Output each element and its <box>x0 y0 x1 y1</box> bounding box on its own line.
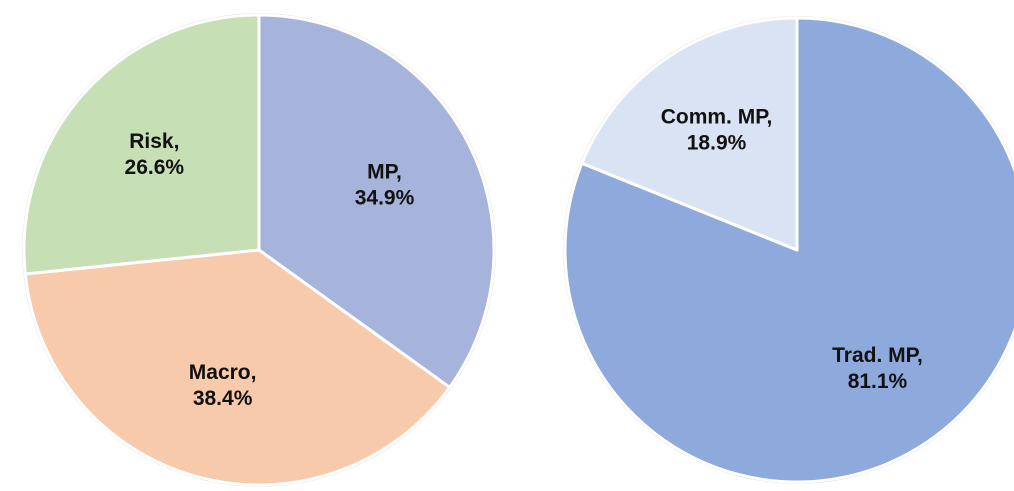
slice-category-label: Risk, <box>129 130 179 153</box>
pie-slice <box>563 16 1014 484</box>
pie-slice <box>257 13 496 389</box>
slice-value-label: 26.6% <box>125 156 185 179</box>
slice-category-label: MP, <box>367 160 402 183</box>
pie-slice <box>23 248 452 487</box>
slice-value-label: 18.9% <box>687 131 747 154</box>
slice-category-label: Trad. MP, <box>832 344 923 367</box>
slice-category-label: Comm. MP, <box>661 105 773 128</box>
slice-value-label: 38.4% <box>193 387 253 410</box>
slice-category-label: Macro, <box>189 361 257 384</box>
pie-slice <box>580 16 799 252</box>
pie-slice <box>22 13 261 276</box>
slice-value-label: 34.9% <box>355 186 415 209</box>
slice-value-label: 81.1% <box>848 370 908 393</box>
